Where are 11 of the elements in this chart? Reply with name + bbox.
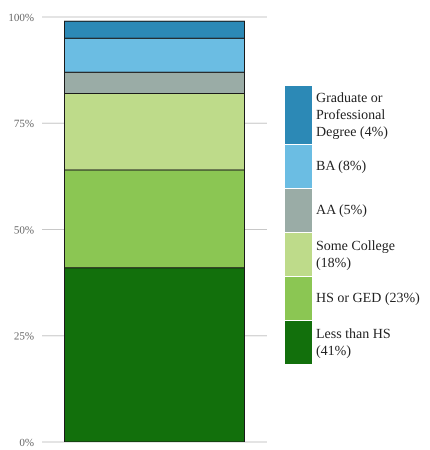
text: HS or GED (23%) [315, 290, 420, 308]
text: AA (5%) [315, 202, 367, 220]
y-tick-label: 25% [14, 330, 34, 343]
text: BA (8%) [315, 158, 366, 176]
text: Less than HS (41%) [315, 326, 392, 360]
y-tick-label: 75% [14, 118, 34, 130]
y-tick-label: 50% [14, 224, 34, 236]
text: Some College (18%) [315, 238, 396, 272]
text: Graduate or Professional Degree (4%) [315, 90, 389, 142]
y-tick-label: 100% [8, 12, 34, 24]
y-tick-label: 0% [19, 436, 34, 449]
